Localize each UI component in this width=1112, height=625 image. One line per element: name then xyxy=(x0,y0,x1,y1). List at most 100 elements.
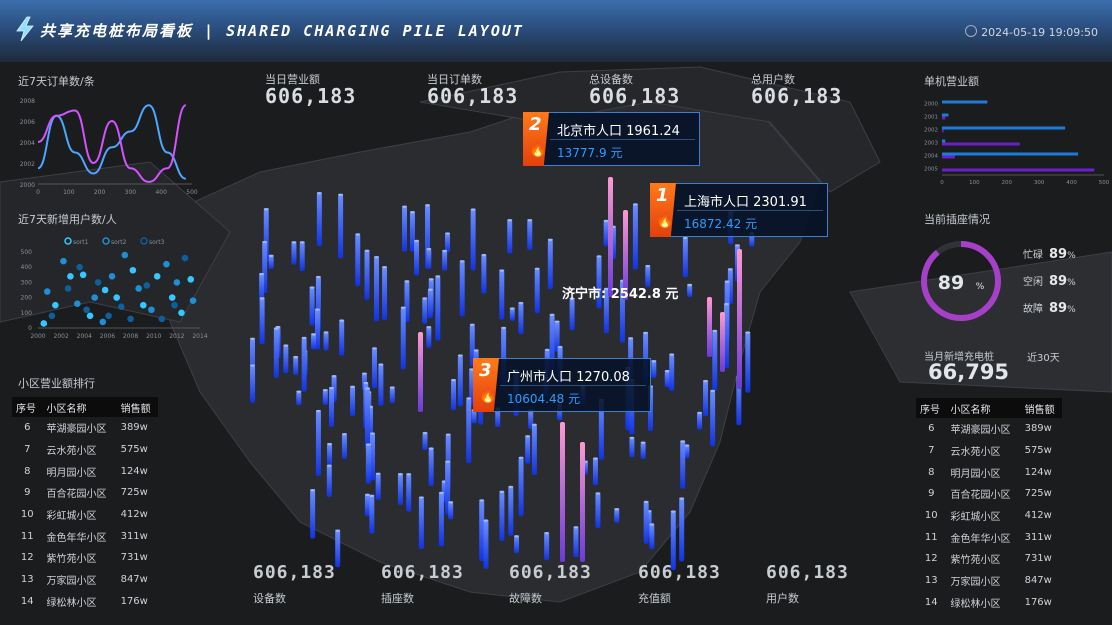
table-row[interactable]: 9 百合花园小区 725w xyxy=(12,482,158,504)
scatter-point xyxy=(105,312,112,320)
map-bar-cap xyxy=(470,208,476,211)
table-header: 序号 xyxy=(920,404,940,416)
top-stat-label: 当日营业额 xyxy=(265,73,320,86)
map-bar xyxy=(499,270,505,320)
line-series-1 xyxy=(37,104,187,183)
map-bar-cap xyxy=(310,489,316,492)
table-row[interactable]: 13 万家园小区 847w xyxy=(916,570,1062,592)
map-bar-cap xyxy=(315,409,321,413)
map-bar xyxy=(645,266,651,288)
legend-marker xyxy=(102,237,110,245)
map-bar-cap xyxy=(632,203,638,206)
table-row[interactable]: 11 金色年华小区 311w xyxy=(916,526,1062,548)
map-bar-cap xyxy=(259,272,265,276)
table-row[interactable]: 6 苹湖豪园小区 389w xyxy=(12,417,158,439)
scatter-point xyxy=(91,294,98,301)
map-bar-cap xyxy=(370,432,376,435)
table-row[interactable]: 13 万家园小区 847w xyxy=(12,569,158,591)
table-row[interactable]: 9 百合花园小区 725w xyxy=(916,483,1062,505)
orders-line-chart: 2000 2002 2004 2006 2008 0 100 200 300 400 500 xyxy=(20,98,198,196)
map-bar-cap xyxy=(402,205,408,208)
map-bar xyxy=(483,520,489,569)
table-cell: 412w xyxy=(120,509,148,521)
table-row[interactable]: 12 紫竹苑小区 731w xyxy=(12,547,158,569)
scatter-point xyxy=(79,271,87,279)
map-bar-cap xyxy=(499,490,505,494)
map-bar-cap xyxy=(418,496,424,499)
map-bar xyxy=(649,524,655,550)
table-row[interactable]: 7 云水苑小区 575w xyxy=(12,439,158,461)
table-row[interactable]: 14 绿松林小区 176w xyxy=(916,592,1062,614)
table-cell: 9 xyxy=(24,487,31,499)
top-stat-value: 606,183 xyxy=(427,84,519,108)
scatter-point xyxy=(52,301,59,309)
table-cell: 389w xyxy=(1024,423,1052,435)
map-bar xyxy=(573,527,579,558)
scatter-point xyxy=(64,285,72,292)
line-series-0 xyxy=(37,104,187,180)
map-bar-cap xyxy=(649,523,655,526)
map-bar-cap xyxy=(473,349,479,352)
x-tick-label: 2000 xyxy=(30,333,45,340)
scatter-point xyxy=(168,294,176,301)
table-row[interactable]: 12 紫竹苑小区 731w xyxy=(916,548,1062,570)
map-bar-highlight xyxy=(580,442,585,562)
scatter-point xyxy=(99,318,107,326)
map-bar xyxy=(596,256,602,309)
map-bar-cap xyxy=(727,268,733,271)
table-cell: 金色年华小区 xyxy=(950,533,1011,545)
y-tick-label: 0 xyxy=(28,325,32,332)
map-bar-cap xyxy=(438,491,444,495)
map-bar xyxy=(426,327,432,348)
map-bar xyxy=(466,398,472,464)
map-bar xyxy=(448,502,454,520)
map-bar-cap xyxy=(451,378,457,382)
table-cell: 百合花园小区 xyxy=(46,489,107,501)
table-cell: 14 xyxy=(20,595,34,607)
map-bar xyxy=(528,410,534,430)
map-bar-cap xyxy=(414,239,420,243)
table-row[interactable]: 14 绿松林小区 176w xyxy=(12,591,158,613)
table-row[interactable]: 10 彩虹城小区 412w xyxy=(12,504,158,526)
table-row[interactable]: 8 明月园小区 124w xyxy=(916,461,1062,483)
table-cell: 6 xyxy=(24,422,31,434)
header-bar: 共享充电桩布局看板 | SHARED CHARGING PILE LAYOUT … xyxy=(0,0,1112,62)
map-bar xyxy=(684,445,690,458)
map-bar xyxy=(632,204,638,270)
table-row[interactable]: 11 金色年华小区 311w xyxy=(12,525,158,547)
table-cell: 389w xyxy=(120,422,148,434)
socket-title: 当前插座情况 xyxy=(924,213,990,226)
map-bar xyxy=(670,511,676,571)
map-bar xyxy=(442,250,448,271)
map-bar xyxy=(314,309,320,350)
map-bar xyxy=(291,242,297,265)
table-row[interactable]: 8 明月园小区 124w xyxy=(12,460,158,482)
table-header-row: 序号 小区名称 销售额 xyxy=(916,398,1062,418)
map-bar-cap xyxy=(397,473,403,476)
y-tick-label: 400 xyxy=(21,264,33,271)
map-bar xyxy=(310,490,316,539)
tooltip-title: 北京市人口 1961.24 xyxy=(557,124,680,139)
map-bar xyxy=(544,533,550,561)
map-bar-cap xyxy=(426,247,432,251)
table-cell: 124w xyxy=(120,465,148,477)
map-bar xyxy=(736,377,742,426)
table-row[interactable]: 10 彩虹城小区 412w xyxy=(916,505,1062,527)
map-bar-cap xyxy=(425,204,431,207)
y-tick-label: 2004 xyxy=(20,140,35,147)
map-bar-cap xyxy=(427,288,433,291)
map-bar-cap xyxy=(364,493,370,497)
scatter-point xyxy=(40,320,48,327)
map-bar xyxy=(335,530,341,568)
table-cell: 575w xyxy=(120,444,148,456)
map-bar-cap xyxy=(643,500,649,504)
table-cell: 彩虹城小区 xyxy=(950,512,1001,524)
map-bar xyxy=(531,424,537,475)
map-bar-cap xyxy=(569,297,575,300)
table-row[interactable]: 7 云水苑小区 575w xyxy=(916,440,1062,462)
socket-stat: 空闲 89% xyxy=(1023,273,1076,289)
table-row[interactable]: 6 苹湖豪园小区 389w xyxy=(916,418,1062,440)
map-bar-cap xyxy=(724,280,730,283)
table-cell: 847w xyxy=(120,574,148,586)
map-bar-cap xyxy=(684,444,690,447)
